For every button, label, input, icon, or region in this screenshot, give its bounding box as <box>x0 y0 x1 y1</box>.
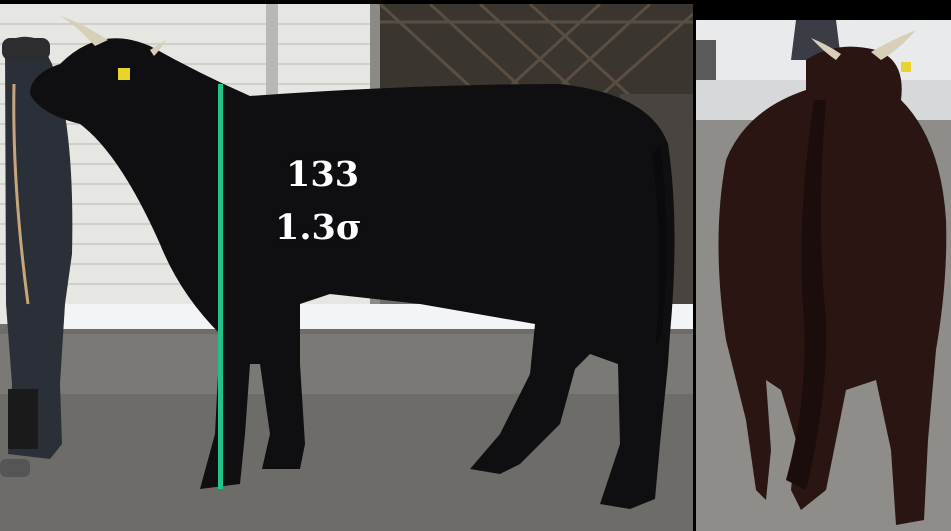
side-view-photo <box>0 4 693 531</box>
measure-sigma-label: 1.3σ <box>275 207 362 248</box>
side-view-illustration <box>0 4 693 531</box>
rear-view-illustration <box>696 20 951 531</box>
measure-value-label: 133 <box>286 154 360 195</box>
height-measure-line <box>218 84 223 489</box>
rear-view-photo <box>696 20 951 531</box>
